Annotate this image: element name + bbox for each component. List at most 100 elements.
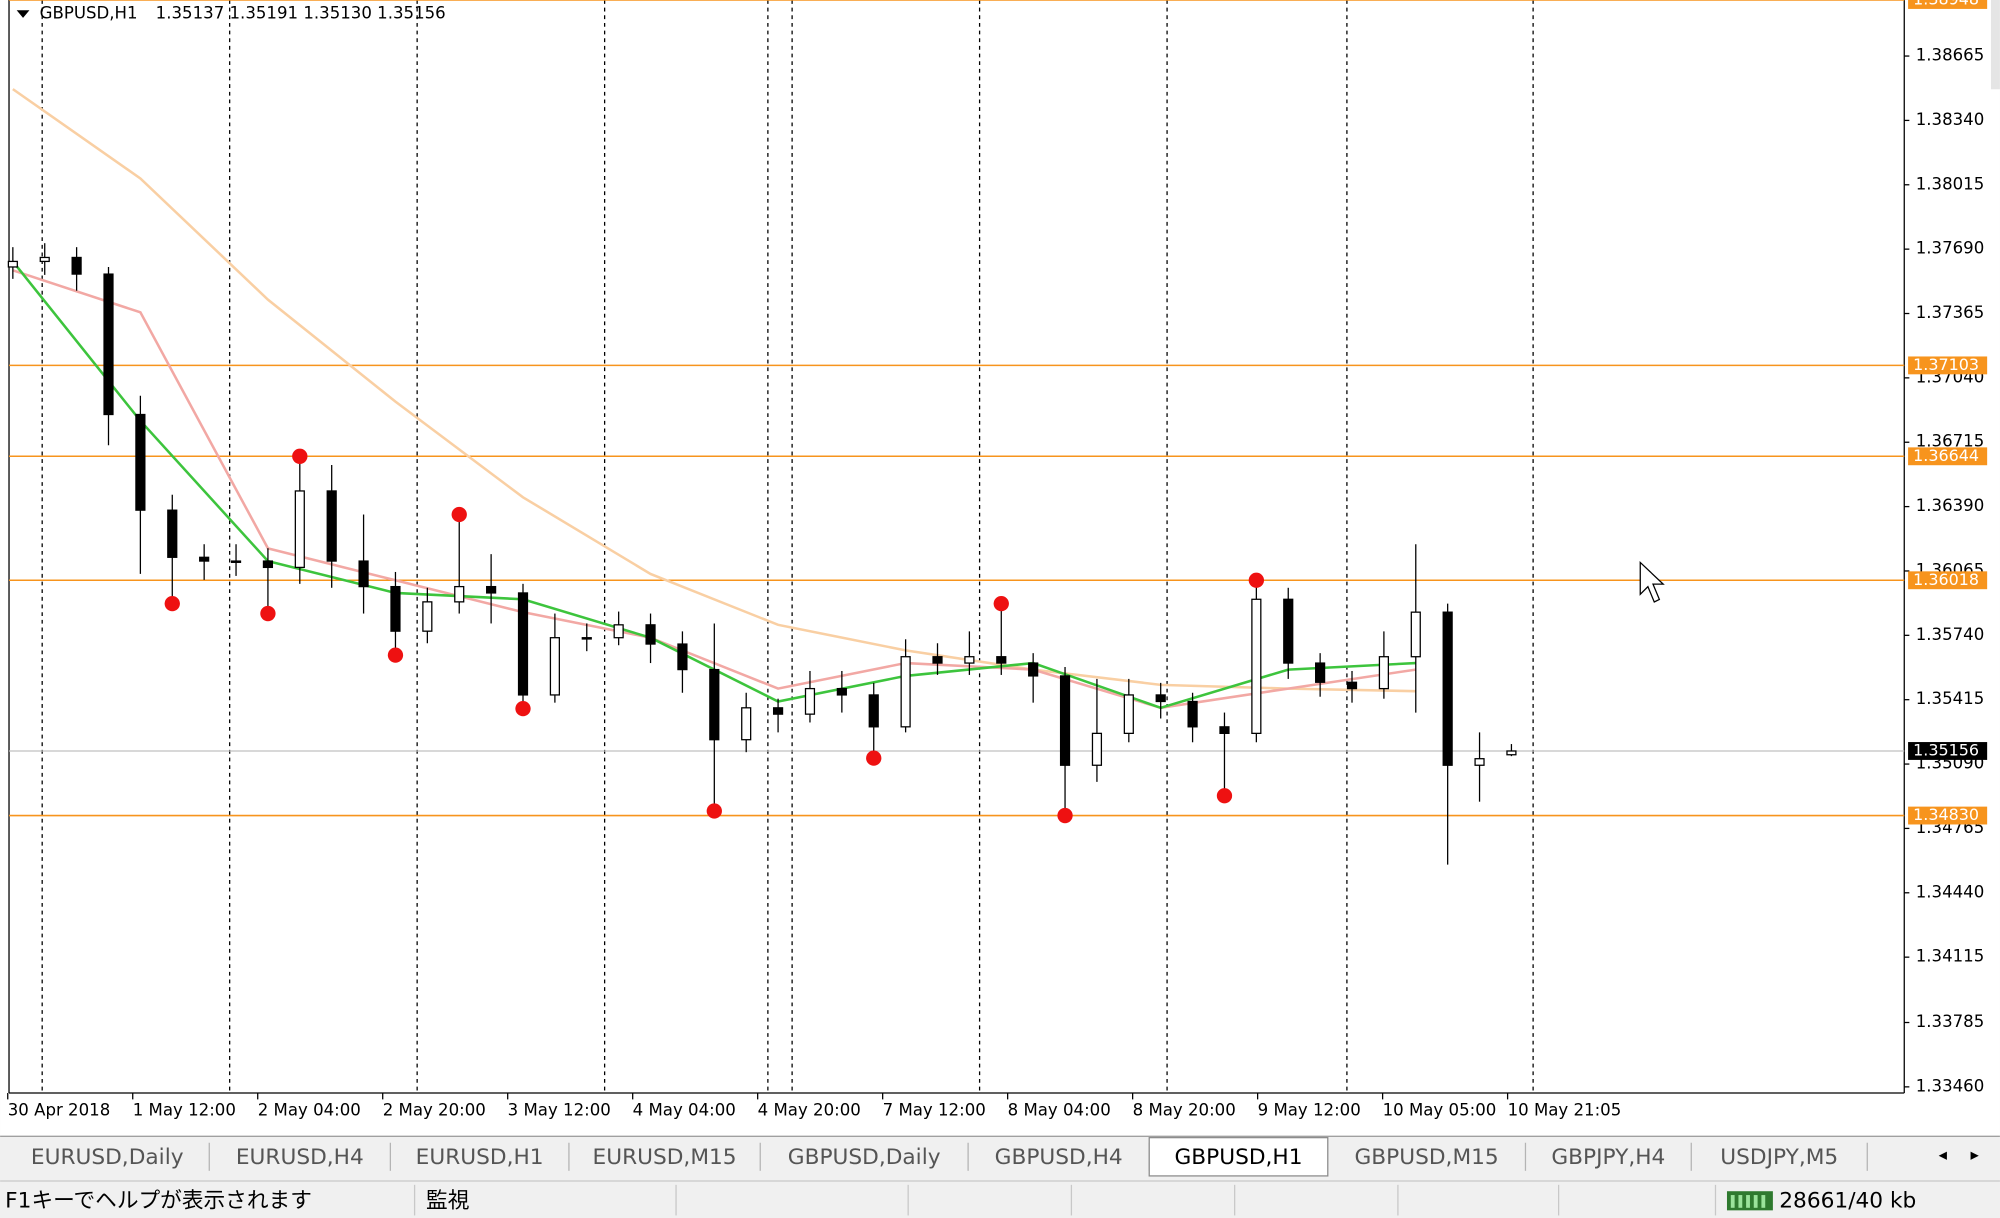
y-tick-label: 1.37365 <box>1916 303 1985 322</box>
fractal-down <box>515 700 531 717</box>
current-price-label: 1.35156 <box>1913 740 1979 759</box>
y-tick-label: 1.36390 <box>1916 496 1985 515</box>
candle-body <box>1474 758 1485 766</box>
chart-ohlc: 1.35137 1.35191 1.35130 1.35156 <box>156 4 446 23</box>
fractal-up <box>993 595 1009 612</box>
candle-body <box>1123 694 1134 734</box>
tab[interactable]: GBPJPY,H4 <box>1551 1145 1665 1170</box>
level-label-box <box>1908 806 1988 825</box>
candle-body <box>1410 611 1421 658</box>
x-tick-label: 10 May 05:00 <box>1383 1100 1497 1119</box>
x-tick-label: 8 May 20:00 <box>1133 1100 1236 1119</box>
x-tick-label: 1 May 12:00 <box>133 1100 236 1119</box>
x-tick-label: 4 May 04:00 <box>633 1100 736 1119</box>
x-tick-label: 4 May 20:00 <box>758 1100 861 1119</box>
level-label: 1.37103 <box>1913 355 1979 374</box>
candle-body <box>900 656 911 728</box>
plot-area: 1.386651.383401.380151.376901.373651.370… <box>7 0 1988 1119</box>
fractal-down <box>1057 807 1073 824</box>
status-bar <box>0 1181 2000 1218</box>
tab[interactable]: EURUSD,H1 <box>416 1145 544 1170</box>
x-tick-label: 8 May 04:00 <box>1008 1100 1111 1119</box>
tab[interactable]: EURUSD,Daily <box>31 1145 184 1170</box>
y-tick-label: 1.38340 <box>1916 110 1985 129</box>
candle-body <box>1315 662 1326 683</box>
fractal-down <box>387 647 404 663</box>
candle-body <box>868 694 879 728</box>
candle-body <box>167 509 178 558</box>
tab[interactable]: USDJPY,M5 <box>1720 1145 1838 1170</box>
tab-scroll-left[interactable]: ◂ <box>1939 1145 1948 1164</box>
fractal-down <box>706 803 722 819</box>
tab[interactable]: GBPUSD,M15 <box>1355 1145 1499 1170</box>
fractal-up <box>451 506 467 523</box>
level-label: 1.38948 <box>1913 0 1979 9</box>
candle-body <box>613 624 624 639</box>
candle-body <box>7 260 18 268</box>
candle-body <box>1155 694 1166 703</box>
collapse-arrow[interactable] <box>16 10 30 18</box>
candle-body <box>39 256 50 263</box>
current-price-box <box>1908 742 1988 760</box>
candle-body <box>581 637 592 640</box>
level-label-box <box>1908 447 1988 466</box>
tabs: EURUSD,Daily EURUSD,H4 EURUSD,H1 EURUSD,M15… <box>31 1137 1868 1177</box>
candle-body <box>103 273 114 416</box>
tab[interactable]: GBPUSD,H1 <box>1174 1145 1302 1170</box>
x-tick-label: 2 May 04:00 <box>258 1100 361 1119</box>
y-tick-label: 1.37690 <box>1916 239 1985 258</box>
candle-body <box>772 707 784 715</box>
tab[interactable]: EURUSD,H4 <box>236 1145 364 1170</box>
candle-body <box>358 560 369 588</box>
fractal-down <box>164 595 180 612</box>
candle-body <box>804 687 816 715</box>
fractal-up <box>292 448 308 464</box>
candle-body <box>1091 732 1103 766</box>
scrollbar[interactable] <box>1990 0 2000 90</box>
candle-body <box>836 687 847 696</box>
fractal-down <box>260 605 276 622</box>
tab-scroll-right[interactable]: ▸ <box>1971 1145 1980 1164</box>
fractal-down <box>1216 788 1233 804</box>
candle-body <box>199 556 210 562</box>
candle-body <box>1283 598 1294 664</box>
y-tick-label: 1.38665 <box>1916 46 1985 65</box>
candle-body <box>1059 675 1071 766</box>
tab[interactable]: GBPUSD,Daily <box>788 1145 941 1170</box>
candle-body <box>677 643 688 671</box>
candle-body <box>1442 611 1453 766</box>
candle-body <box>262 560 274 569</box>
candle-body <box>1378 656 1389 690</box>
candle-body <box>996 656 1007 664</box>
candle-body <box>709 668 720 741</box>
candle-body <box>390 585 401 632</box>
candle-body <box>549 637 560 696</box>
tab-active[interactable] <box>1148 1137 1329 1177</box>
y-tick-label: 1.35415 <box>1916 689 1985 708</box>
x-tick-label: 9 May 12:00 <box>1258 1100 1361 1119</box>
chart-background <box>0 0 2000 1136</box>
x-tick-label: 30 Apr 2018 <box>8 1100 111 1119</box>
y-tick-label: 1.34440 <box>1916 882 1985 901</box>
fractal-up <box>1248 572 1265 588</box>
candle-body <box>422 601 433 632</box>
candle-body <box>741 707 752 741</box>
status-mode: 監視 <box>426 1188 469 1213</box>
y-tick-label: 1.35740 <box>1916 625 1985 644</box>
y-tick-label: 1.34115 <box>1916 947 1985 966</box>
candle-body <box>1187 700 1198 728</box>
tab[interactable]: GBPUSD,H4 <box>995 1145 1123 1170</box>
x-tick-label: 7 May 12:00 <box>883 1100 986 1119</box>
chart-symbol: GBPUSD,H1 <box>40 4 138 23</box>
level-label-box <box>1908 0 1988 9</box>
y-tick-label: 1.33460 <box>1916 1076 1985 1095</box>
candle-body <box>1251 598 1262 734</box>
fractal-down <box>866 750 882 766</box>
candle-body <box>294 490 305 569</box>
tab[interactable]: EURUSD,M15 <box>593 1145 737 1170</box>
candle-body <box>326 490 337 562</box>
tab-bar <box>0 1135 2000 1179</box>
y-tick-label: 1.33785 <box>1916 1012 1985 1031</box>
candle-body <box>932 656 943 664</box>
